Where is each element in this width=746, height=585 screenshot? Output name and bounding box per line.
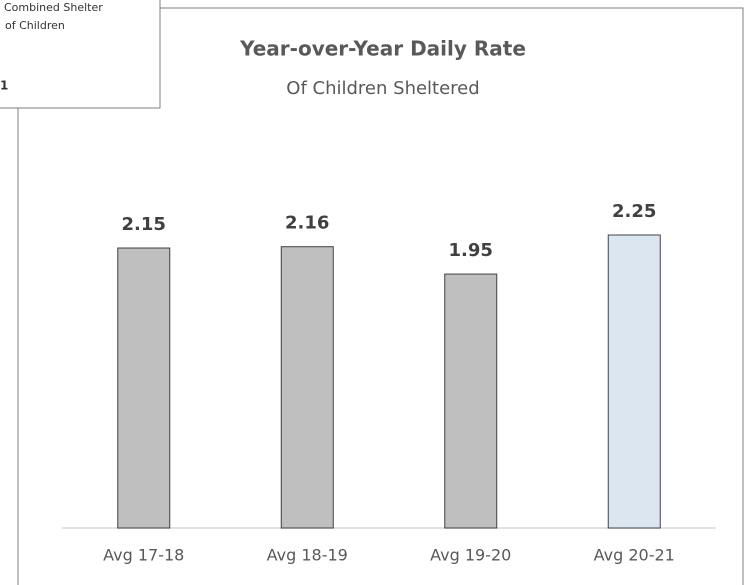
- x-tick-label: Avg 20-21: [594, 546, 675, 565]
- bar: [607, 234, 661, 529]
- overlay-box: [0, 0, 161, 109]
- overlay-text: 1: [0, 79, 8, 93]
- overlay-text: Combined Shelter: [4, 1, 103, 14]
- data-label: 2.16: [285, 213, 329, 234]
- chart-title: Year-over-Year Daily Rate: [239, 37, 526, 61]
- bar: [280, 246, 334, 529]
- bar: [444, 273, 498, 529]
- data-label: 2.25: [612, 201, 656, 222]
- x-tick-label: Avg 18-19: [267, 546, 348, 565]
- data-label: 2.15: [122, 214, 166, 235]
- x-tick-label: Avg 17-18: [103, 546, 184, 565]
- overlay-text: of Children: [5, 19, 65, 32]
- x-tick-label: Avg 19-20: [430, 546, 511, 565]
- chart-subtitle: Of Children Sheltered: [286, 78, 479, 99]
- data-label: 1.95: [449, 240, 493, 261]
- bar: [117, 247, 171, 529]
